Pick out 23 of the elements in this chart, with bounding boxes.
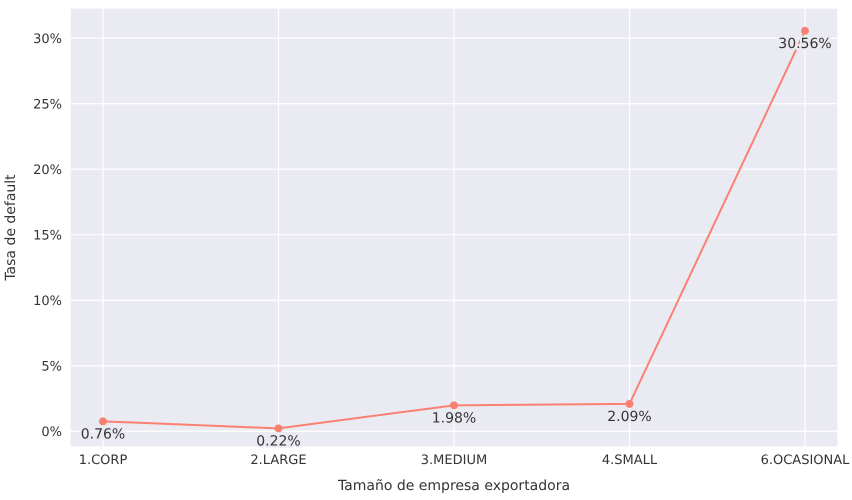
y-axis-title: Tasa de default [2,174,19,282]
x-tick-label: 1.CORP [78,453,128,468]
y-tick-label: 30% [33,32,62,47]
y-tick-label: 20% [33,162,62,178]
y-tick-label: 5% [41,359,62,374]
x-tick-label: 6.OCASIONAL [760,453,850,468]
y-tick-label: 0% [41,424,62,440]
point [450,401,458,410]
x-tick-label: 2.LARGE [250,453,307,468]
x-tick-label: 4.SMALL [602,453,658,468]
data-label: 0.76% [80,426,126,442]
data-label: 0.22% [256,433,301,450]
x-axis-title: Tamaño de empresa exportadora [336,478,570,494]
data-label: 2.09% [607,408,652,425]
point [626,400,634,408]
y-tick-label: 15% [33,228,62,244]
x-tick-label: 3.MEDIUM [420,453,488,468]
point [801,26,809,35]
data-label: 1.98% [432,410,476,426]
point [274,424,282,432]
y-tick-label: 10% [33,294,62,309]
y-tick-label: 25% [33,97,62,112]
point [99,417,107,426]
